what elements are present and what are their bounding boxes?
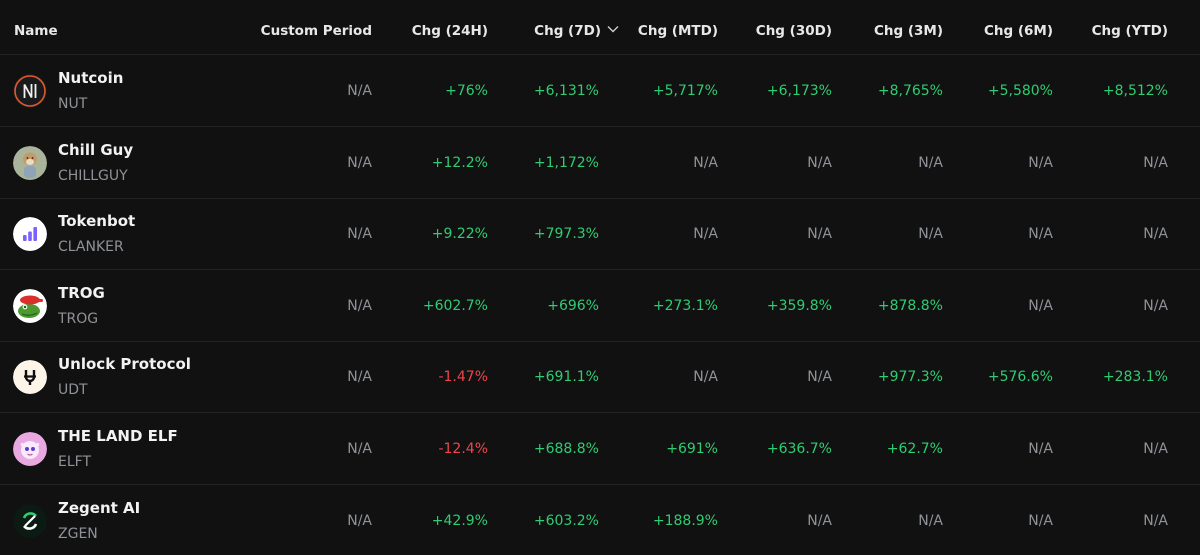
column-header-chg-30d[interactable]: Chg (30D) [755, 23, 832, 39]
column-header-chg-6m[interactable]: Chg (6M) [983, 23, 1053, 39]
column-header-chg-7d[interactable]: Chg (7D) [534, 0, 619, 54]
trog-frog-icon [13, 288, 47, 323]
cell-chg-7d: +797.3% [533, 226, 599, 243]
cell-chg-24h: +42.9% [431, 512, 488, 529]
cell-chg-mtd: N/A [693, 154, 718, 171]
cell-chg-24h: +9.22% [431, 226, 488, 243]
cell-chg-7d: +6,131% [533, 83, 599, 99]
cell-chg-30d: N/A [807, 369, 832, 386]
table-header: Name Custom Period Chg (24H) Chg (7D) Ch… [0, 0, 1200, 55]
table-row[interactable]: Chill Guy CHILLGUY N/A +12.2% +1,172% N/A N/A N… [0, 127, 1200, 199]
zegent-ai-icon [13, 503, 47, 538]
cell-chg-30d: N/A [807, 512, 832, 529]
coin-name[interactable]: Chill Guy [58, 140, 134, 159]
cell-chg-ytd: N/A [1143, 441, 1168, 457]
land-elf-icon [13, 432, 47, 466]
cell-chg-30d: +636.7% [766, 441, 832, 457]
column-header-chg-7d-label: Chg (7D) [534, 23, 601, 39]
cell-custom-period: N/A [347, 369, 372, 386]
cell-chg-mtd: +188.9% [652, 512, 718, 529]
coin-symbol: ZGEN [58, 525, 98, 542]
coin-symbol: CHILLGUY [58, 167, 128, 184]
column-header-chg-mtd[interactable]: Chg (MTD) [637, 23, 718, 39]
table-row[interactable]: Tokenbot CLANKER N/A +9.22% +797.3% N/A N/A N/A… [0, 198, 1200, 271]
cell-chg-30d: N/A [807, 226, 832, 243]
cell-chg-mtd: +5,717% [652, 83, 718, 99]
cell-chg-3m: N/A [918, 154, 943, 171]
cell-chg-ytd: N/A [1143, 226, 1168, 243]
table-row[interactable]: Unlock Protocol UDT N/A -1.47% +691.1% N/A N/A… [0, 341, 1200, 414]
nutcoin-icon [13, 74, 47, 108]
cell-custom-period: N/A [347, 154, 372, 171]
column-header-custom-period[interactable]: Custom Period [260, 23, 372, 39]
coin-name[interactable]: Tokenbot [58, 212, 136, 231]
coin-symbol: TROG [58, 310, 99, 327]
cell-chg-7d: +1,172% [533, 154, 599, 171]
cell-chg-7d: +696% [547, 297, 599, 314]
column-header-chg-3m[interactable]: Chg (3M) [873, 23, 943, 39]
table-row[interactable]: Nutcoin NUT N/A +76% +6,131% +5,717% +6,173% +8… [0, 55, 1200, 127]
cell-chg-24h: +602.7% [422, 297, 488, 314]
cell-chg-6m: N/A [1028, 297, 1053, 314]
cell-chg-6m: +576.6% [987, 369, 1053, 386]
cell-chg-3m: +878.8% [877, 297, 943, 314]
cell-chg-3m: +8,765% [877, 83, 943, 99]
cell-chg-24h: -12.4% [438, 441, 488, 457]
cell-chg-30d: N/A [807, 154, 832, 171]
cell-chg-ytd: N/A [1143, 512, 1168, 529]
cell-chg-7d: +603.2% [533, 512, 599, 529]
table-row[interactable]: TROG TROG N/A +602.7% +696% +273.1% +359.8% +87… [0, 270, 1200, 342]
coin-name[interactable]: TROG [58, 283, 105, 302]
cell-chg-6m: N/A [1028, 441, 1053, 457]
coin-name[interactable]: Nutcoin [58, 69, 124, 87]
coin-symbol: NUT [58, 96, 88, 112]
coin-name[interactable]: Unlock Protocol [58, 355, 191, 374]
cell-chg-ytd: N/A [1143, 154, 1168, 171]
cell-chg-ytd: N/A [1143, 297, 1168, 314]
cell-custom-period: N/A [347, 83, 372, 99]
cell-chg-ytd: +8,512% [1102, 83, 1168, 99]
table-row[interactable]: THE LAND ELF ELFT N/A -12.4% +688.8% +691% +63… [0, 413, 1200, 485]
cell-chg-7d: +688.8% [533, 441, 599, 457]
column-header-chg-24h[interactable]: Chg (24H) [411, 23, 488, 39]
cell-custom-period: N/A [347, 441, 372, 457]
cell-custom-period: N/A [347, 226, 372, 243]
unlock-protocol-icon [13, 360, 47, 395]
table-row[interactable]: Zegent AI ZGEN N/A +42.9% +603.2% +188.9% N/A N… [0, 485, 1200, 555]
cell-chg-ytd: +283.1% [1102, 369, 1168, 386]
coin-symbol: UDT [58, 382, 88, 399]
cell-chg-7d: +691.1% [533, 369, 599, 386]
coin-symbol: CLANKER [58, 239, 124, 256]
chevron-down-icon [607, 0, 619, 60]
coin-name[interactable]: Zegent AI [58, 498, 141, 517]
cell-chg-24h: +76% [445, 83, 488, 99]
cell-chg-6m: N/A [1028, 512, 1053, 529]
cell-custom-period: N/A [347, 297, 372, 314]
chill-guy-icon [13, 145, 47, 180]
cell-chg-6m: N/A [1028, 154, 1053, 171]
coin-symbol: ELFT [58, 454, 92, 470]
cell-chg-24h: -1.47% [438, 369, 488, 386]
column-header-chg-ytd[interactable]: Chg (YTD) [1091, 23, 1168, 39]
cell-chg-30d: +6,173% [766, 83, 832, 99]
tokenbot-icon [13, 217, 47, 252]
cell-chg-3m: +62.7% [886, 441, 943, 457]
cell-chg-3m: +977.3% [877, 369, 943, 386]
coin-name[interactable]: THE LAND ELF [58, 427, 178, 445]
cell-chg-24h: +12.2% [431, 154, 488, 171]
cell-chg-3m: N/A [918, 226, 943, 243]
cell-chg-6m: N/A [1028, 226, 1053, 243]
cell-chg-mtd: N/A [693, 226, 718, 243]
cell-chg-6m: +5,580% [987, 83, 1053, 99]
cell-chg-30d: +359.8% [766, 297, 832, 314]
cell-chg-3m: N/A [918, 512, 943, 529]
cell-chg-mtd: +691% [666, 441, 718, 457]
cell-custom-period: N/A [347, 512, 372, 529]
cell-chg-mtd: +273.1% [652, 297, 718, 314]
cell-chg-mtd: N/A [693, 369, 718, 386]
column-header-name[interactable]: Name [14, 23, 58, 39]
